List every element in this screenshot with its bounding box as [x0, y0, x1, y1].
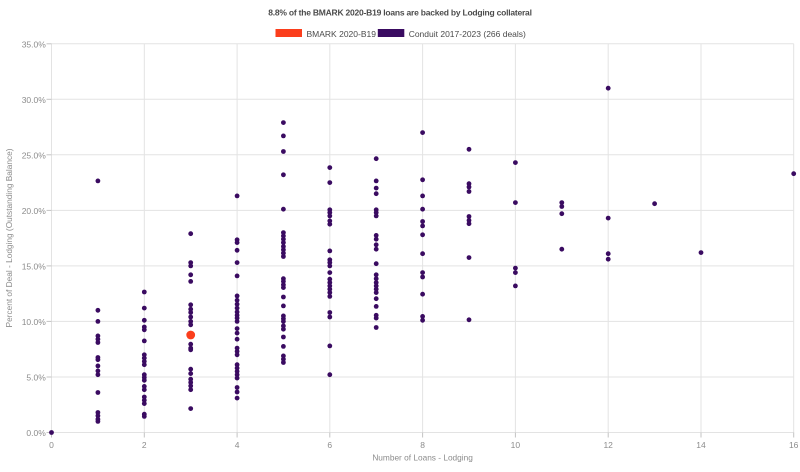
svg-text:30.0%: 30.0%: [22, 95, 47, 105]
svg-text:5.0%: 5.0%: [26, 373, 46, 383]
svg-text:35.0%: 35.0%: [22, 40, 47, 50]
svg-text:12: 12: [603, 440, 613, 450]
svg-text:10: 10: [511, 440, 521, 450]
svg-text:10.0%: 10.0%: [22, 317, 47, 327]
svg-text:16: 16: [789, 440, 799, 450]
svg-text:4: 4: [235, 440, 240, 450]
svg-text:BMARK 2020-B19: BMARK 2020-B19: [307, 29, 377, 39]
svg-text:25.0%: 25.0%: [22, 151, 47, 161]
svg-text:8: 8: [420, 440, 425, 450]
svg-text:2: 2: [142, 440, 147, 450]
svg-text:Percent of Deal - Lodging (Out: Percent of Deal - Lodging (Outstanding B…: [4, 148, 14, 327]
svg-text:Number of Loans - Lodging: Number of Loans - Lodging: [372, 453, 473, 463]
svg-text:0.0%: 0.0%: [26, 428, 46, 438]
svg-text:14: 14: [696, 440, 706, 450]
svg-text:20.0%: 20.0%: [22, 206, 47, 216]
svg-text:6: 6: [327, 440, 332, 450]
svg-text:8.8% of the BMARK 2020-B19 loa: 8.8% of the BMARK 2020-B19 loans are bac…: [268, 8, 531, 18]
svg-text:15.0%: 15.0%: [22, 262, 47, 272]
svg-text:Conduit 2017-2023 (266 deals): Conduit 2017-2023 (266 deals): [409, 29, 526, 39]
svg-text:0: 0: [49, 440, 54, 450]
